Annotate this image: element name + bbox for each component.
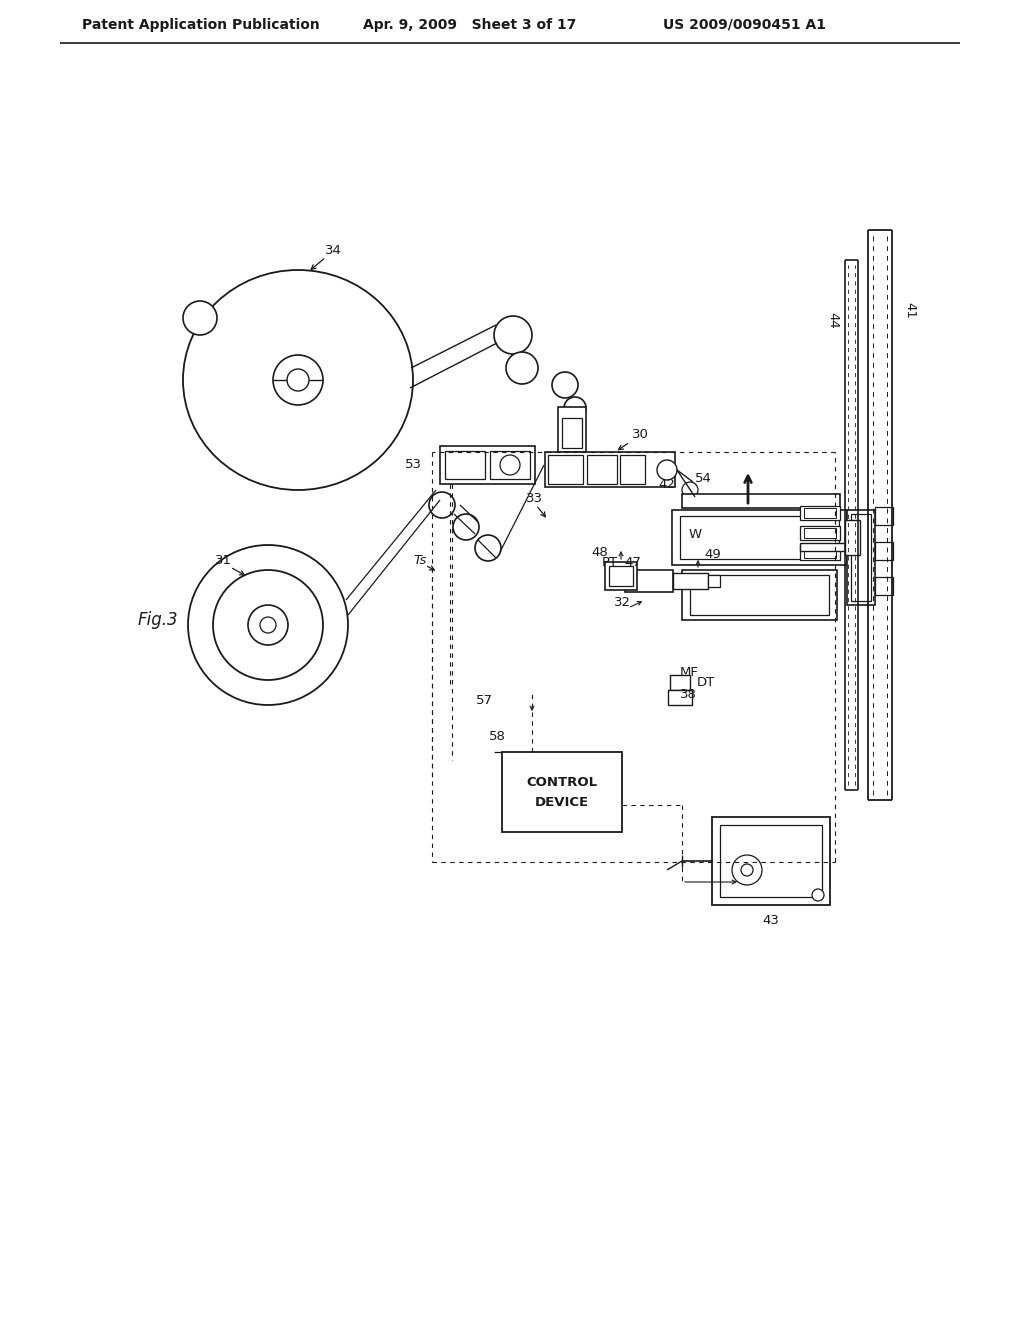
Bar bbox=[502, 752, 622, 832]
Text: 42: 42 bbox=[658, 478, 676, 491]
Text: 33: 33 bbox=[525, 491, 543, 504]
Bar bbox=[558, 407, 586, 451]
Bar bbox=[587, 455, 617, 484]
Text: DT: DT bbox=[697, 676, 715, 689]
Bar bbox=[845, 520, 860, 554]
Bar bbox=[625, 570, 673, 591]
Text: 31: 31 bbox=[214, 553, 231, 566]
Circle shape bbox=[812, 888, 824, 902]
Bar bbox=[708, 576, 720, 587]
Bar bbox=[609, 566, 633, 586]
Ellipse shape bbox=[183, 271, 413, 490]
Bar bbox=[800, 546, 840, 560]
Bar bbox=[562, 418, 582, 447]
Bar bbox=[445, 451, 485, 479]
Bar bbox=[874, 577, 893, 595]
Circle shape bbox=[732, 855, 762, 884]
Circle shape bbox=[273, 355, 323, 405]
Circle shape bbox=[682, 482, 698, 498]
Bar bbox=[682, 494, 840, 508]
Text: Ts: Ts bbox=[414, 553, 427, 566]
Text: 38: 38 bbox=[680, 689, 697, 701]
Text: 30: 30 bbox=[632, 429, 648, 441]
Bar bbox=[720, 825, 822, 898]
Text: US 2009/0090451 A1: US 2009/0090451 A1 bbox=[663, 18, 826, 32]
Text: Patent Application Publication: Patent Application Publication bbox=[82, 18, 319, 32]
Circle shape bbox=[475, 535, 501, 561]
Bar bbox=[874, 507, 893, 525]
Text: 58: 58 bbox=[488, 730, 506, 743]
Bar bbox=[800, 543, 850, 550]
Circle shape bbox=[260, 616, 276, 634]
Bar bbox=[545, 451, 675, 487]
Circle shape bbox=[183, 301, 217, 335]
Text: CONTROL: CONTROL bbox=[526, 776, 598, 788]
Bar bbox=[605, 562, 637, 590]
Text: 32: 32 bbox=[613, 595, 631, 609]
Bar bbox=[847, 510, 874, 605]
Text: 54: 54 bbox=[694, 473, 712, 486]
Circle shape bbox=[657, 459, 677, 480]
Circle shape bbox=[453, 513, 479, 540]
Circle shape bbox=[287, 370, 309, 391]
Text: 44: 44 bbox=[826, 312, 840, 329]
Text: DEVICE: DEVICE bbox=[535, 796, 589, 808]
Text: Apr. 9, 2009   Sheet 3 of 17: Apr. 9, 2009 Sheet 3 of 17 bbox=[362, 18, 577, 32]
Bar bbox=[804, 508, 836, 517]
Circle shape bbox=[506, 352, 538, 384]
Bar bbox=[680, 516, 839, 558]
Circle shape bbox=[741, 865, 753, 876]
Bar bbox=[440, 446, 535, 484]
Bar bbox=[673, 573, 708, 589]
Text: W: W bbox=[688, 528, 701, 541]
Circle shape bbox=[429, 492, 455, 517]
Text: 48: 48 bbox=[592, 545, 608, 558]
Bar bbox=[800, 525, 840, 540]
Text: MF: MF bbox=[680, 665, 698, 678]
Bar bbox=[851, 513, 871, 601]
Circle shape bbox=[188, 545, 348, 705]
Circle shape bbox=[552, 372, 578, 399]
Text: Fig.3: Fig.3 bbox=[138, 611, 178, 630]
Circle shape bbox=[500, 455, 520, 475]
Bar bbox=[490, 451, 530, 479]
Bar bbox=[682, 570, 837, 620]
Text: 53: 53 bbox=[406, 458, 422, 471]
Bar bbox=[548, 455, 583, 484]
Circle shape bbox=[564, 397, 586, 418]
Text: 49: 49 bbox=[705, 548, 721, 561]
Bar bbox=[804, 528, 836, 539]
Circle shape bbox=[248, 605, 288, 645]
Circle shape bbox=[494, 315, 532, 354]
Text: 41: 41 bbox=[903, 301, 916, 318]
Bar bbox=[668, 690, 692, 705]
Bar bbox=[670, 675, 690, 690]
Text: 43: 43 bbox=[763, 913, 779, 927]
Text: 57: 57 bbox=[475, 693, 493, 706]
Text: PT: PT bbox=[602, 556, 618, 569]
Bar bbox=[690, 576, 829, 615]
Circle shape bbox=[213, 570, 323, 680]
Bar bbox=[804, 548, 836, 558]
Bar bbox=[672, 510, 847, 565]
Text: 47: 47 bbox=[625, 556, 641, 569]
Bar bbox=[712, 817, 830, 906]
Bar bbox=[800, 506, 840, 520]
Text: 34: 34 bbox=[325, 243, 341, 256]
Bar bbox=[620, 455, 645, 484]
Bar bbox=[874, 543, 893, 560]
